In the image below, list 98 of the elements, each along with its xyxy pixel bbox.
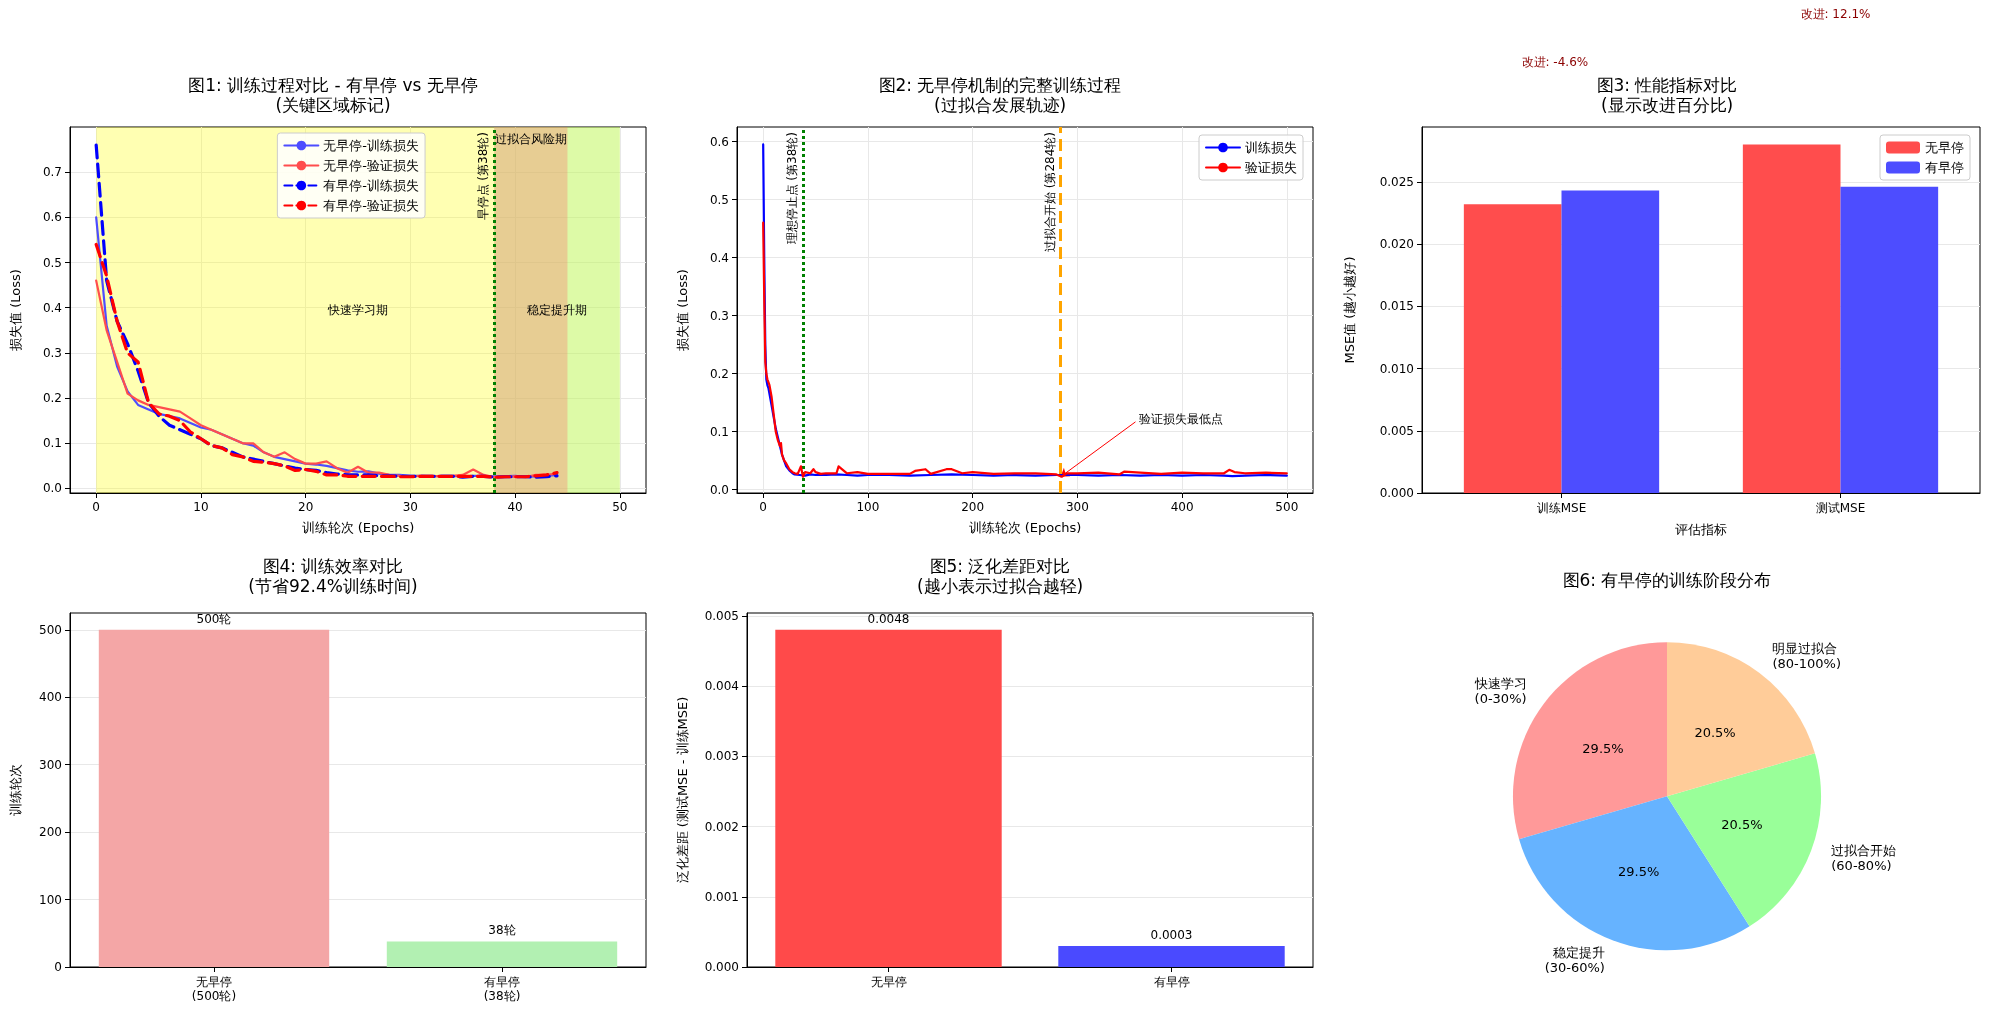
chart-title: 图2: 无早停机制的完整训练过程 (过拟合发展轨迹) [878,75,1122,115]
legend-label: 验证损失 [1245,160,1297,175]
legend-label: 无早停-训练损失 [323,138,420,153]
y-tick-label: 100 [39,892,62,907]
y-tick-label: 0.4 [709,250,729,265]
y-tick-label: 0.5 [42,255,62,270]
x-tick-label: 300 [1065,500,1089,514]
x-tick-label: 无早停 [870,975,907,989]
data-label: 500轮 [196,611,232,626]
band-label: 快速学习期 [327,303,388,317]
x-tick-label: 训练MSE [1536,501,1587,515]
bar [1742,144,1841,493]
y-tick-label: 0.010 [1379,361,1414,376]
y-tick-label: 0.004 [704,679,739,694]
y-tick-label: 0.025 [1379,174,1414,189]
legend-label: 无早停 [1925,140,1964,155]
slice-label: 稳定提升 (30-60%) [1544,945,1605,976]
data-label: 29.5% [1582,740,1624,756]
y-tick-label: 0.1 [42,436,62,451]
band-label: 过拟合风险期 [494,132,567,146]
y-tick-label: 0.5 [709,192,729,207]
y-tick-label: 0.6 [709,134,729,149]
y-tick-label: 0.005 [704,608,739,623]
legend-label: 有早停-训练损失 [323,178,420,193]
x-axis-title: 训练轮次 (Epochs) [968,520,1082,535]
y-tick-label: 0.001 [704,889,739,904]
x-tick-label: 100 [856,500,880,514]
bar [1840,186,1939,493]
y-tick-label: 0.3 [42,345,62,360]
x-tick-label: 20 [298,500,314,514]
chart-title: 图6: 有早停的训练阶段分布 [1562,570,1772,590]
y-tick-label: 0.003 [704,749,739,764]
y-tick-label: 0.1 [709,424,729,439]
x-tick-label: 有早停 [1153,975,1190,989]
x-tick-label: 400 [1170,500,1194,514]
x-tick-label: 200 [961,500,985,514]
x-axis-title: 训练轮次 (Epochs) [301,520,415,535]
slice-label: 明显过拟合 (80-100%) [1772,640,1841,671]
data-label: 29.5% [1618,863,1660,879]
x-tick-label: 测试MSE [1815,501,1866,515]
y-tick-label: 0.2 [709,366,729,381]
ref-line-label: 过拟合开始 (第284轮) [1042,132,1057,253]
text: 改进: -4.6% [1521,55,1589,69]
chart-title: 图5: 泛化差距对比 (越小表示过拟合越轻) [916,556,1084,596]
annotation: 验证损失最低点 [1138,412,1223,427]
x-tick-label: 500 [1275,500,1299,514]
data-label: 38轮 [488,923,516,938]
y-tick-label: 0.000 [704,960,739,974]
data-label: 0.0003 [1150,927,1193,942]
legend-label: 训练损失 [1245,140,1297,155]
x-tick-label: 50 [612,500,628,514]
y-tick-label: 0 [54,960,62,974]
legend-label: 无早停-验证损失 [323,158,420,173]
y-tick-label: 300 [39,757,62,772]
slice-label: 过拟合开始 (60-80%) [1831,843,1897,874]
band-label: 稳定提升期 [526,303,587,317]
y-tick-label: 0.0 [42,481,62,496]
y-tick-label: 0.4 [42,300,62,315]
y-tick-label: 0.0 [709,482,729,497]
data-label: 20.5% [1721,817,1763,833]
y-tick-label: 400 [39,690,62,705]
text: 改进: 12.1% [1800,7,1871,21]
x-tick-label: 10 [193,500,209,514]
x-tick-label: 无早停 (500轮) [191,975,237,1003]
legend-label: 有早停-验证损失 [323,198,420,213]
y-tick-label: 0.7 [42,165,62,180]
x-tick-label: 有早停 (38轮) [483,975,521,1003]
y-tick-label: 0.005 [1379,423,1414,438]
y-axis-title: 训练轮次 [8,764,23,816]
data-label: 0.0048 [867,611,910,626]
x-tick-label: 0 [759,500,767,514]
chart-title: 图1: 训练过程对比 - 有早停 vs 无早停 (关键区域标记) [188,75,478,115]
y-tick-label: 500 [39,622,62,637]
y-axis-title: 泛化差距 (测试MSE - 训练MSE) [675,696,690,884]
ref-line-label: 理想停止点 (第38轮) [784,132,799,245]
y-tick-label: 0.2 [42,391,62,406]
x-axis-title: 评估指标 [1675,522,1727,537]
slice-label: 快速学习 (0-30%) [1473,675,1527,706]
y-axis-title: 损失值 (Loss) [8,269,23,351]
y-axis-title: MSE值 (越小越好) [1342,256,1357,364]
x-tick-label: 30 [402,500,418,514]
y-tick-label: 0.3 [709,308,729,323]
y-tick-label: 0.015 [1379,299,1414,314]
x-tick-label: 40 [507,500,523,514]
legend-label: 有早停 [1925,160,1964,175]
ref-line-label: 早停点 (第38轮) [476,132,491,221]
y-tick-label: 0.002 [704,819,739,834]
y-axis-title: 损失值 (Loss) [675,269,690,351]
chart-title: 图4: 训练效率对比 (节省92.4%训练时间) [248,556,418,596]
bar [1463,204,1562,493]
bar [1561,190,1660,493]
data-label: 20.5% [1694,724,1736,740]
x-tick-label: 0 [92,500,100,514]
y-tick-label: 0.020 [1379,237,1414,252]
y-tick-label: 200 [39,825,62,840]
chart-title: 图3: 性能指标对比 (显示改进百分比) [1596,75,1738,115]
y-tick-label: 0.6 [42,210,62,225]
y-tick-label: 0.000 [1379,486,1414,500]
